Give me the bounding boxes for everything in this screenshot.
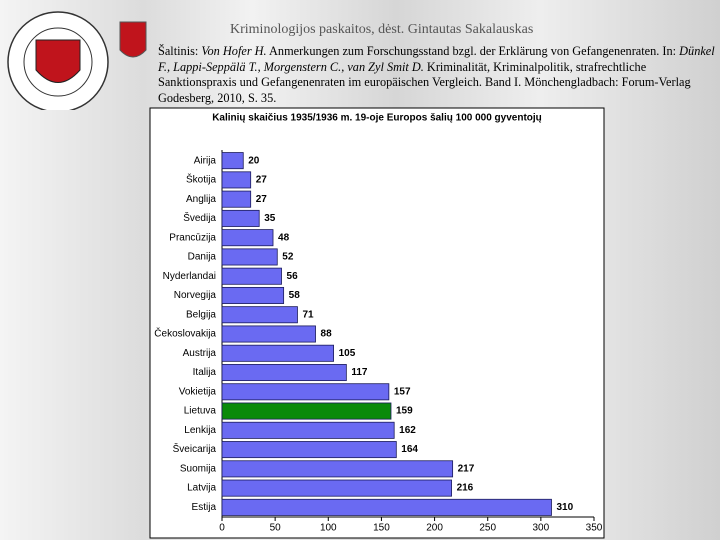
value-label: 105 [339, 348, 356, 359]
y-tick-label: Norvegija [174, 290, 217, 301]
bar [221, 498, 552, 516]
y-tick-label: Belgija [186, 309, 216, 320]
value-label: 27 [256, 194, 268, 205]
y-tick-label: Vokietija [179, 386, 217, 397]
y-tick-label: Lietuva [184, 406, 217, 417]
source-part: Anmerkungen zum Forschungsstand bzgl. de… [266, 44, 680, 58]
bar [221, 383, 390, 401]
x-tick-label: 350 [586, 523, 603, 534]
y-tick-label: Lenkija [184, 425, 216, 436]
value-label: 117 [351, 367, 368, 378]
source-text: Šaltinis: Von Hofer H. Anmerkungen zum F… [158, 44, 718, 106]
y-tick-label: Latvija [187, 483, 216, 494]
x-tick-label: 300 [533, 523, 550, 534]
value-label: 159 [396, 406, 413, 417]
value-label: 58 [289, 290, 301, 301]
value-label: 48 [278, 232, 290, 243]
bar [221, 171, 252, 189]
bar [221, 402, 392, 420]
bar [221, 152, 244, 170]
faculty-emblem [119, 21, 147, 58]
bar [221, 209, 260, 227]
bar [221, 364, 347, 382]
bar [221, 190, 252, 208]
x-tick-label: 100 [320, 523, 337, 534]
bar [221, 229, 274, 247]
bar [221, 306, 298, 324]
bar [221, 421, 395, 439]
bar [221, 248, 278, 266]
y-tick-label: Italija [193, 367, 217, 378]
value-label: 35 [264, 213, 276, 224]
y-tick-label: Airija [194, 155, 217, 166]
value-label: 52 [282, 252, 294, 263]
y-tick-label: Nyderlandai [163, 271, 216, 282]
bar [221, 286, 285, 304]
y-tick-label: Suomija [180, 463, 217, 474]
value-label: 20 [248, 155, 260, 166]
header: Kriminologijos paskaitos, dėst. Gintauta… [230, 22, 534, 37]
y-tick-label: Švedija [183, 211, 216, 224]
value-label: 56 [287, 271, 299, 282]
y-tick-label: Škotija [186, 173, 216, 186]
bar [221, 344, 334, 362]
value-label: 310 [556, 502, 573, 513]
y-tick-label: Anglija [186, 194, 216, 205]
bar [221, 267, 282, 285]
y-tick-label: Danija [188, 252, 217, 263]
value-label: 217 [458, 463, 475, 474]
value-label: 88 [321, 329, 333, 340]
y-tick-label: Šveicarija [173, 442, 217, 455]
value-label: 164 [401, 444, 418, 455]
bar [221, 441, 397, 459]
value-label: 71 [302, 309, 314, 320]
logos [7, 11, 147, 110]
source-part: Dünkel F., Lappi-Seppälä T., Morgenstern… [158, 44, 715, 74]
value-label: 27 [256, 175, 268, 186]
x-tick-label: 150 [373, 523, 390, 534]
y-tick-label: Estija [192, 502, 217, 513]
seal-shield [35, 39, 81, 83]
value-label: 216 [457, 483, 474, 494]
x-tick-label: 200 [426, 523, 443, 534]
x-tick-label: 0 [219, 523, 225, 534]
bar [221, 325, 316, 343]
bar [221, 479, 452, 497]
value-label: 162 [399, 425, 416, 436]
source-part: Von Hofer H. [201, 44, 267, 58]
value-label: 157 [394, 386, 411, 397]
x-tick-label: 50 [270, 523, 282, 534]
y-tick-label: Austrija [183, 348, 217, 359]
source-part: Kriminalität, Kriminalpolitik, strafrech… [158, 59, 691, 105]
y-tick-label: Čekoslovakija [154, 327, 216, 340]
chart-title: Kalinių skaičius 1935/1936 m. 19-oje Eur… [212, 113, 542, 124]
y-tick-label: Prancūzija [169, 232, 216, 243]
source-part: Šaltinis: [158, 44, 202, 58]
bar [221, 460, 454, 478]
x-tick-label: 250 [479, 523, 496, 534]
